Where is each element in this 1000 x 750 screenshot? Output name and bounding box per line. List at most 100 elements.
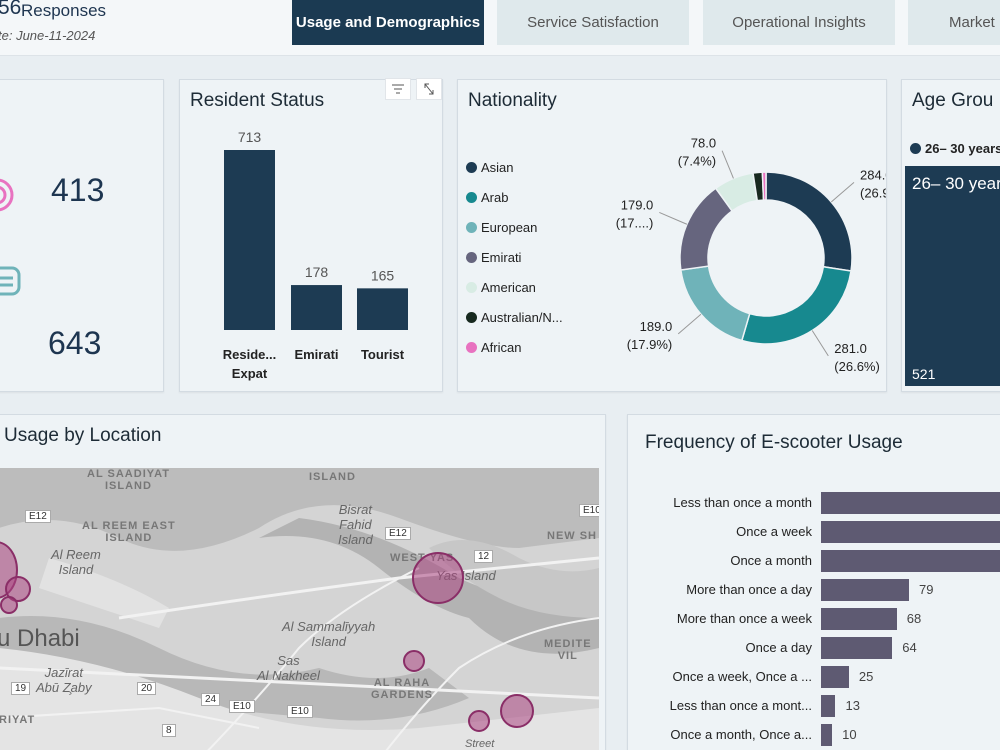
age-tile-label: 26– 30 year xyxy=(912,174,1000,193)
frequency-row: Less than once a mont... 13 xyxy=(628,695,1000,717)
tab-label: Market xyxy=(949,14,995,31)
nationality-legend-item[interactable]: Arab xyxy=(466,190,508,205)
road-shield: 24 xyxy=(201,693,221,706)
frequency-bar[interactable] xyxy=(821,550,1000,572)
frequency-bar[interactable] xyxy=(821,666,849,688)
scooter-card-icon xyxy=(0,266,21,296)
legend-swatch xyxy=(466,312,477,323)
frequency-bar[interactable] xyxy=(821,521,1000,543)
age-treemap-tile[interactable]: 26– 30 year 521 xyxy=(905,166,1000,386)
frequency-category-label: Once a week, Once a ... xyxy=(672,669,812,684)
resident-status-title: Resident Status xyxy=(190,90,325,111)
resident-category-label: Tourist xyxy=(361,347,405,362)
filter-icon[interactable] xyxy=(385,78,411,100)
frequency-bar[interactable] xyxy=(821,637,893,659)
frequency-bar-value: 13 xyxy=(845,698,860,713)
kpi-card: 413 643 xyxy=(0,79,164,392)
age-tile-value: 521 xyxy=(912,366,936,382)
legend-swatch xyxy=(910,143,921,154)
location-bubble[interactable] xyxy=(0,596,18,614)
frequency-bar[interactable] xyxy=(821,579,909,601)
resident-bar[interactable] xyxy=(357,288,408,330)
nationality-legend-item[interactable]: Australian/N... xyxy=(466,310,563,325)
nationality-legend-item[interactable]: Emirati xyxy=(466,250,521,265)
nationality-slice[interactable] xyxy=(679,265,751,342)
road-shield: E12 xyxy=(25,510,51,523)
frequency-category-label: Less than once a mont... xyxy=(669,698,812,713)
resident-bar[interactable] xyxy=(291,285,342,330)
map-area[interactable]: AL SAADIYAT ISLAND ISLAND AL REEM EAST I… xyxy=(0,468,599,750)
kpi-value-2: 643 xyxy=(48,325,102,361)
frequency-card: Frequency of E-scooter Usage Less than o… xyxy=(627,414,1000,750)
nationality-legend-item[interactable]: American xyxy=(466,280,536,295)
frequency-category-label: Once a day xyxy=(745,640,813,655)
tab-operational-insights[interactable]: Operational Insights xyxy=(703,0,895,45)
location-bubble[interactable] xyxy=(412,552,464,604)
tab-market[interactable]: Market xyxy=(908,0,1000,45)
location-bubble[interactable] xyxy=(5,576,31,602)
legend-swatch xyxy=(466,282,477,293)
legend-swatch xyxy=(466,162,477,173)
location-bubble[interactable] xyxy=(403,650,425,672)
legend-swatch xyxy=(466,342,477,353)
frequency-bar-value: 10 xyxy=(842,727,857,742)
legend-label: Arab xyxy=(481,190,509,205)
frequency-bar-value: 79 xyxy=(919,582,934,597)
nationality-data-pct: (17....) xyxy=(616,215,654,230)
nationality-card: Nationality Asian Arab European Emirati Amer… xyxy=(457,79,887,392)
frequency-bar[interactable] xyxy=(821,724,833,746)
location-bubble[interactable] xyxy=(468,710,490,732)
frequency-row: More than once a week 68 xyxy=(628,608,1000,630)
usage-location-card: Usage by Location AL SAADIYAT ISLAND ISL… xyxy=(0,414,606,750)
leader-line xyxy=(811,330,829,357)
leader-line xyxy=(721,150,734,179)
nationality-legend-item[interactable]: Asian xyxy=(466,160,514,175)
map-label-mediter: MEDITE VIL xyxy=(544,638,592,662)
frequency-bar[interactable] xyxy=(821,608,897,630)
legend-label: American xyxy=(481,280,536,295)
resident-bar[interactable] xyxy=(224,150,275,330)
nationality-donut-chart: 284.0 (26.9%) 281.0 (26.6%) 189.0 (17.9%) 179.… xyxy=(616,136,886,374)
frequency-row: Once a month, Once a... 10 xyxy=(628,724,1000,746)
age-legend-item: 26– 30 years xyxy=(910,141,1000,156)
tab-service-satisfaction[interactable]: Service Satisfaction xyxy=(497,0,689,45)
target-icon xyxy=(0,178,14,212)
nationality-legend-item[interactable]: European xyxy=(466,220,537,235)
frequency-bar[interactable] xyxy=(821,695,836,717)
frequency-bar-value: 25 xyxy=(858,669,874,684)
tab-label: Service Satisfaction xyxy=(527,14,659,31)
tab-usage-demographics[interactable]: Usage and Demographics xyxy=(292,0,484,45)
nationality-legend-item[interactable]: African xyxy=(466,340,521,355)
frequency-bar-value: 68 xyxy=(906,611,922,626)
tab-label: Operational Insights xyxy=(732,14,866,31)
frequency-row: Once a month xyxy=(628,550,1000,572)
legend-swatch xyxy=(466,222,477,233)
location-bubble[interactable] xyxy=(500,694,534,728)
resident-bar-value: 178 xyxy=(305,264,329,280)
response-count: 56 xyxy=(0,0,22,19)
legend-swatch xyxy=(466,192,477,203)
response-date: te: June-11-2024 xyxy=(0,28,96,43)
age-group-title: Age Grou xyxy=(912,90,994,111)
nationality-slice[interactable] xyxy=(740,265,852,345)
legend-label: African xyxy=(481,340,522,355)
nationality-slice[interactable] xyxy=(765,171,853,272)
nationality-slice[interactable] xyxy=(761,171,767,201)
legend-label: Emirati xyxy=(481,250,522,265)
map-label-sas-al-nakheel: Sas Al Nakheel xyxy=(257,653,320,683)
legend-label: European xyxy=(481,220,538,235)
map-background xyxy=(0,468,599,750)
frequency-bar[interactable] xyxy=(821,492,1000,514)
resident-category-label: Reside... xyxy=(223,347,276,362)
road-shield: 20 xyxy=(137,682,157,695)
nationality-data-label: 284.0 xyxy=(860,167,886,182)
map-label-al-raha: AL RAHA GARDENS xyxy=(371,677,434,701)
leader-line xyxy=(830,182,855,203)
expand-icon[interactable] xyxy=(416,78,442,100)
frequency-row: Once a day 64 xyxy=(628,637,1000,659)
frequency-category-label: Once a month, Once a... xyxy=(670,727,812,742)
road-shield: E10 xyxy=(229,700,255,713)
nationality-data-pct: (17.9%) xyxy=(627,337,673,352)
map-label-abu-dhabi: u Dhabi xyxy=(0,625,80,652)
road-shield: 19 xyxy=(11,682,31,695)
